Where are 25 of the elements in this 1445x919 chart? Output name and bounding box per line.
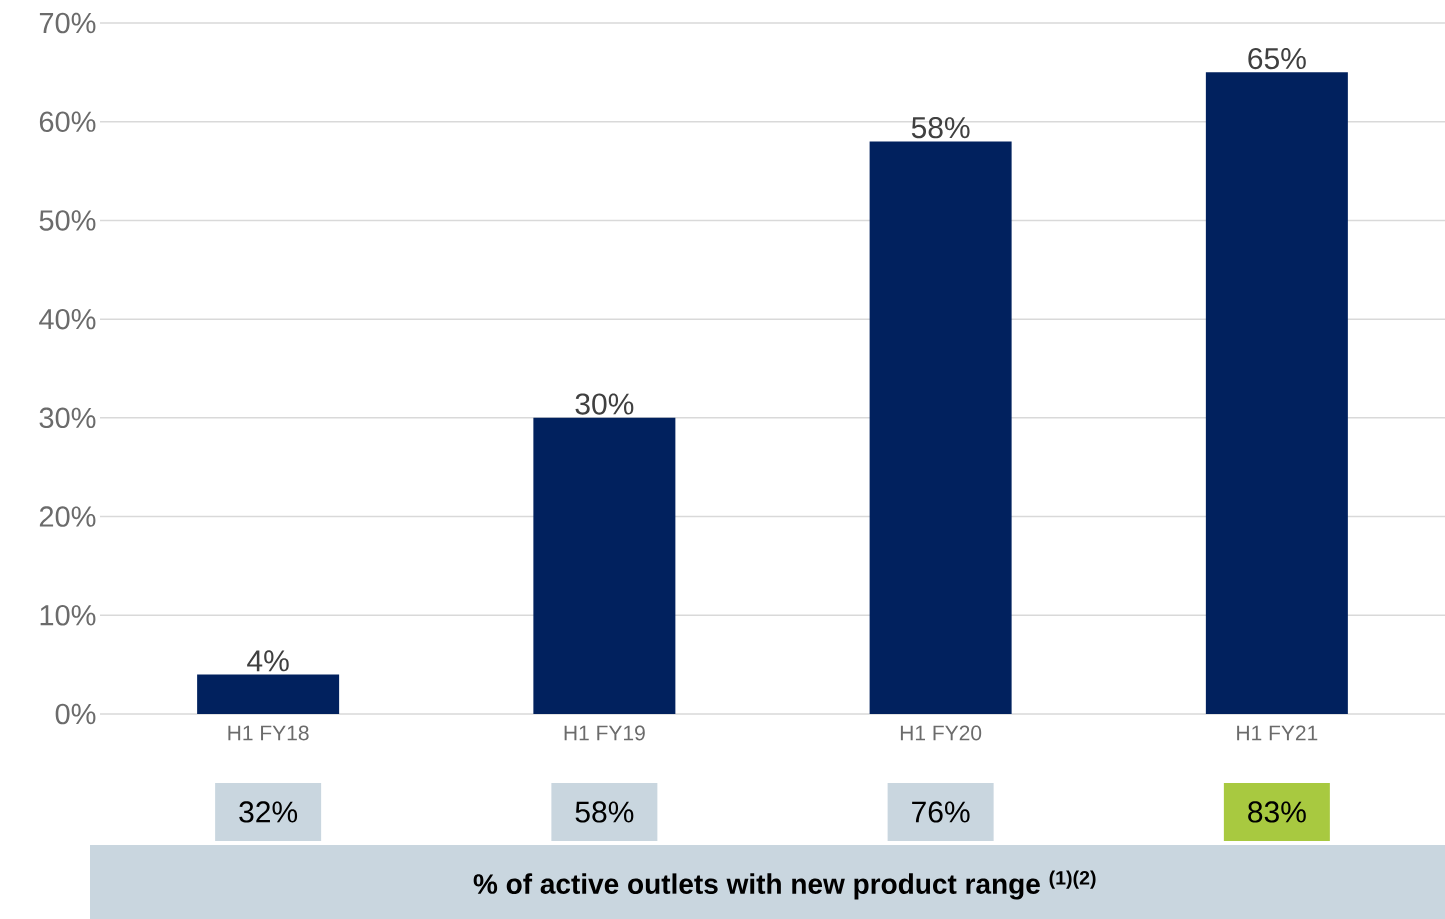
bar [533,417,676,714]
y-tick-label: 70% [39,12,96,34]
bar [869,141,1012,714]
x-tick-label: H1 FY19 [564,725,645,741]
bar [197,674,340,714]
data-label: 32% [239,801,298,823]
data-label: 83% [1248,801,1306,823]
data-label: 65% [1248,47,1306,70]
y-tick-label: 20% [39,506,96,527]
data-label: 58% [911,117,970,139]
data-label: 30% [575,393,634,415]
y-tick-label: 50% [39,210,96,231]
text: % of active outlets with new product range $^{(1)(2)}$ [473,870,1096,900]
y-tick-label: 10% [40,605,96,626]
y-tick-label: 0% [55,703,96,725]
x-tick-label: H1 FY20 [900,725,982,741]
data-label: 58% [575,801,634,823]
y-tick-label: 60% [39,111,96,132]
x-tick-label: H1 FY18 [228,725,309,741]
bar [1205,72,1348,714]
y-tick-label: 40% [39,308,96,330]
y-tick-label: 30% [39,407,96,429]
x-tick-label: H1 FY21 [1237,725,1318,741]
data-label: 4% [247,650,289,672]
data-label: 76% [912,801,970,823]
